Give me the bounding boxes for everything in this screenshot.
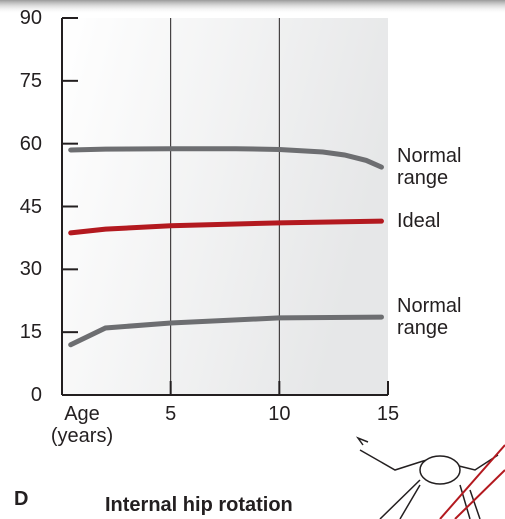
y-tick-label: 75 bbox=[19, 69, 42, 92]
series-line bbox=[68, 314, 384, 348]
series-line bbox=[68, 218, 384, 236]
illustration bbox=[355, 436, 505, 519]
y-tick-label: 15 bbox=[19, 321, 42, 344]
y-tick-label: 0 bbox=[30, 384, 42, 406]
y-tick-label: 90 bbox=[19, 7, 42, 29]
y-tick-label: 60 bbox=[19, 132, 42, 155]
y-tick-label: 45 bbox=[19, 195, 42, 218]
plot-background bbox=[62, 18, 388, 395]
series-line bbox=[68, 146, 384, 170]
series-label: Normal range bbox=[397, 145, 462, 190]
y-tick-label: 30 bbox=[19, 258, 42, 281]
series-label: Ideal bbox=[397, 210, 441, 233]
panel-label: D bbox=[14, 488, 29, 510]
x-tick-label: 15 bbox=[376, 403, 400, 425]
x-tick-label: Age (years) bbox=[50, 403, 114, 447]
chart-title: Internal hip rotation bbox=[105, 494, 293, 516]
series-label: Normal range bbox=[397, 295, 462, 340]
x-tick-label: 5 bbox=[165, 403, 177, 425]
top-shade bbox=[0, 0, 505, 14]
x-tick-label: 10 bbox=[268, 403, 291, 425]
